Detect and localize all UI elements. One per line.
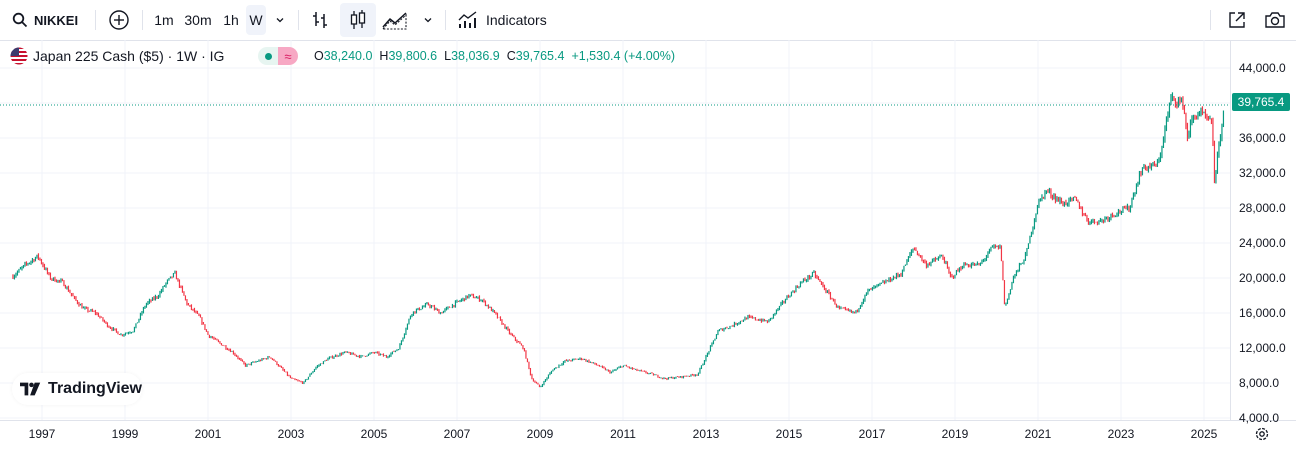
- close-value: 39,765.4: [515, 49, 565, 63]
- low-label: L: [444, 49, 452, 63]
- price-tick-label: 24,000.0: [1239, 236, 1286, 250]
- price-tick-label: 8,000.0: [1239, 376, 1280, 390]
- divider: [95, 10, 96, 30]
- high-label: H: [379, 49, 389, 63]
- area-chart-icon: [382, 12, 407, 30]
- interval-dropdown[interactable]: [272, 0, 288, 40]
- bars-icon: [313, 12, 327, 28]
- market-status[interactable]: ≈: [258, 44, 298, 68]
- last-price-label: 39,765.4: [1237, 95, 1285, 109]
- status-dot: [264, 52, 272, 60]
- delayed-data-icon: ≈: [278, 47, 298, 65]
- symbol-label: NIKKEI: [34, 12, 79, 28]
- time-tick-label: 2011: [610, 427, 636, 441]
- price-tick-label: 16,000.0: [1239, 306, 1286, 320]
- indicators-button[interactable]: Indicators: [458, 0, 547, 40]
- open-external-button[interactable]: [1227, 0, 1247, 40]
- price-chart[interactable]: [0, 40, 1296, 450]
- us-flag-icon: [10, 47, 28, 65]
- indicators-icon: [458, 11, 477, 28]
- bars-style-button[interactable]: [310, 0, 330, 40]
- symbol-search[interactable]: NIKKEI: [12, 0, 78, 40]
- interval-1m[interactable]: 1m: [154, 12, 174, 28]
- time-tick-label: 2013: [692, 427, 720, 441]
- candles-style-button[interactable]: [340, 3, 376, 37]
- price-tick-label: 36,000.0: [1239, 131, 1286, 145]
- ohlc-values: O 38,240.0 H 39,800.6 L 38,036.9 C 39,765.4 …: [314, 44, 675, 68]
- time-tick-label: 2007: [443, 427, 471, 441]
- gear-icon: [1255, 427, 1269, 441]
- divider: [445, 10, 446, 30]
- grid: [0, 40, 1230, 420]
- brand-label: TradingView: [48, 380, 142, 397]
- area-style-button[interactable]: [382, 0, 408, 40]
- tradingview-logo-icon: [20, 382, 41, 396]
- series-title[interactable]: Japan 225 Cash ($5) · 1W · IG: [33, 48, 225, 64]
- market-open-badge: [258, 47, 278, 65]
- time-tick-label: 2015: [775, 427, 803, 441]
- time-tick-label: 2017: [858, 427, 886, 441]
- interval-1h[interactable]: 1h: [223, 12, 239, 28]
- interval-30m[interactable]: 30m: [184, 12, 212, 28]
- price-tick-label: 32,000.0: [1239, 166, 1286, 180]
- divider: [1210, 10, 1211, 30]
- divider: [298, 10, 299, 30]
- time-tick-label: 2009: [526, 427, 554, 441]
- open-value: 38,240.0: [323, 49, 373, 63]
- chart-settings-button[interactable]: [1254, 426, 1270, 447]
- price-tick-label: 4,000.0: [1239, 411, 1280, 425]
- change-value: +1,530.4 (+4.00%): [571, 49, 675, 63]
- price-tick-label: 12,000.0: [1239, 341, 1286, 355]
- price-tick-label: 44,000.0: [1239, 61, 1286, 75]
- last-price-badge: 39,765.4: [1232, 93, 1290, 111]
- time-tick-label: 2005: [360, 427, 388, 441]
- chevron-down-icon: [424, 18, 432, 23]
- external-link-icon: [1229, 12, 1245, 28]
- divider: [142, 10, 143, 30]
- series-legend: Japan 225 Cash ($5) · 1W · IG: [10, 44, 224, 68]
- compare-button[interactable]: [108, 0, 130, 40]
- low-value: 38,036.9: [451, 49, 500, 63]
- snapshot-button[interactable]: [1264, 0, 1286, 40]
- price-tick-label: 28,000.0: [1239, 201, 1286, 215]
- tradingview-logo[interactable]: TradingView: [12, 373, 142, 405]
- time-tick-label: 2003: [277, 427, 305, 441]
- top-toolbar: NIKKEI 1m 30m 1h W Indicators: [0, 0, 1296, 41]
- time-tick-label: 1999: [111, 427, 139, 441]
- time-tick-label: 2023: [1107, 427, 1135, 441]
- camera-icon: [1265, 12, 1285, 28]
- high-value: 39,800.6: [388, 49, 438, 63]
- time-tick-label: 1997: [28, 427, 56, 441]
- time-tick-label: 2019: [941, 427, 969, 441]
- chart-style-dropdown[interactable]: [420, 0, 436, 40]
- search-icon: [12, 12, 28, 28]
- price-tick-label: 20,000.0: [1239, 271, 1286, 285]
- interval-w[interactable]: W: [246, 5, 266, 35]
- time-tick-label: 2021: [1024, 427, 1052, 441]
- chevron-down-icon: [276, 18, 284, 23]
- indicators-label: Indicators: [486, 12, 547, 28]
- open-label: O: [314, 49, 324, 63]
- time-tick-label: 2001: [194, 427, 222, 441]
- add-circle-icon: [109, 10, 129, 30]
- close-label: C: [506, 49, 516, 63]
- candles: [12, 92, 1225, 388]
- candles-icon: [350, 10, 366, 29]
- time-tick-label: 2025: [1190, 427, 1218, 441]
